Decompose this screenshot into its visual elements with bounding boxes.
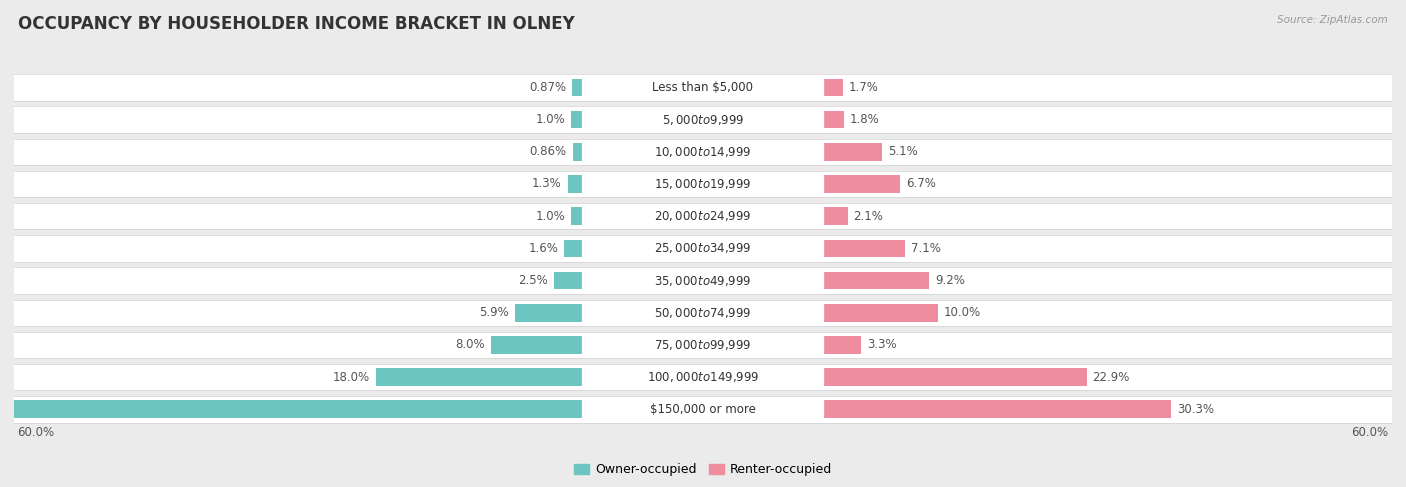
Text: $20,000 to $24,999: $20,000 to $24,999: [654, 209, 752, 223]
Text: $15,000 to $19,999: $15,000 to $19,999: [654, 177, 752, 191]
Text: 1.3%: 1.3%: [531, 177, 562, 190]
Text: 30.3%: 30.3%: [1177, 403, 1215, 416]
Bar: [14, 332, 1392, 358]
Text: 3.3%: 3.3%: [868, 338, 897, 352]
Bar: [14, 106, 1392, 133]
Text: 2.5%: 2.5%: [519, 274, 548, 287]
Bar: [14, 300, 1392, 326]
Bar: [568, 175, 582, 193]
Bar: [824, 143, 882, 161]
Text: $75,000 to $99,999: $75,000 to $99,999: [654, 338, 752, 352]
Text: $25,000 to $34,999: $25,000 to $34,999: [654, 242, 752, 255]
Text: 6.7%: 6.7%: [907, 177, 936, 190]
Bar: [572, 78, 582, 96]
Text: 1.0%: 1.0%: [536, 113, 565, 126]
Text: 8.0%: 8.0%: [456, 338, 485, 352]
Bar: [14, 235, 1392, 262]
Bar: [824, 336, 862, 354]
Bar: [824, 400, 1171, 418]
Text: 10.0%: 10.0%: [945, 306, 981, 319]
Text: $35,000 to $49,999: $35,000 to $49,999: [654, 274, 752, 287]
FancyBboxPatch shape: [582, 206, 824, 226]
FancyBboxPatch shape: [582, 141, 824, 162]
Text: 2.1%: 2.1%: [853, 210, 883, 223]
Text: $100,000 to $149,999: $100,000 to $149,999: [647, 370, 759, 384]
Bar: [14, 267, 1392, 294]
Text: 5.9%: 5.9%: [479, 306, 509, 319]
Text: 18.0%: 18.0%: [333, 371, 370, 384]
Bar: [824, 368, 1087, 386]
Text: OCCUPANCY BY HOUSEHOLDER INCOME BRACKET IN OLNEY: OCCUPANCY BY HOUSEHOLDER INCOME BRACKET …: [18, 15, 575, 33]
Text: $10,000 to $14,999: $10,000 to $14,999: [654, 145, 752, 159]
FancyBboxPatch shape: [582, 335, 824, 356]
Bar: [571, 111, 582, 129]
Bar: [554, 272, 582, 289]
Text: 5.1%: 5.1%: [887, 145, 918, 158]
Bar: [491, 336, 582, 354]
Text: 1.0%: 1.0%: [536, 210, 565, 223]
Bar: [824, 272, 929, 289]
Text: 60.0%: 60.0%: [17, 426, 55, 439]
Text: 60.0%: 60.0%: [1351, 426, 1389, 439]
Bar: [14, 74, 1392, 101]
Bar: [14, 139, 1392, 165]
Bar: [14, 396, 1392, 423]
Text: 7.1%: 7.1%: [911, 242, 941, 255]
Bar: [515, 304, 582, 321]
Text: Less than $5,000: Less than $5,000: [652, 81, 754, 94]
FancyBboxPatch shape: [582, 302, 824, 323]
Text: 1.7%: 1.7%: [849, 81, 879, 94]
Bar: [375, 368, 582, 386]
Bar: [14, 203, 1392, 229]
Text: 22.9%: 22.9%: [1092, 371, 1129, 384]
Bar: [14, 171, 1392, 197]
Text: 9.2%: 9.2%: [935, 274, 965, 287]
Text: $50,000 to $74,999: $50,000 to $74,999: [654, 306, 752, 320]
FancyBboxPatch shape: [582, 367, 824, 388]
FancyBboxPatch shape: [582, 238, 824, 259]
FancyBboxPatch shape: [582, 109, 824, 130]
Bar: [564, 240, 582, 257]
Text: 0.87%: 0.87%: [530, 81, 567, 94]
Bar: [14, 364, 1392, 391]
Bar: [572, 143, 582, 161]
Bar: [824, 304, 938, 321]
Bar: [824, 240, 905, 257]
Text: $5,000 to $9,999: $5,000 to $9,999: [662, 112, 744, 127]
FancyBboxPatch shape: [582, 270, 824, 291]
FancyBboxPatch shape: [582, 173, 824, 194]
FancyBboxPatch shape: [582, 77, 824, 98]
Bar: [824, 111, 844, 129]
Bar: [824, 207, 848, 225]
Bar: [0, 400, 582, 418]
FancyBboxPatch shape: [582, 399, 824, 420]
Bar: [571, 207, 582, 225]
Bar: [824, 78, 844, 96]
Text: Source: ZipAtlas.com: Source: ZipAtlas.com: [1277, 15, 1388, 25]
Text: 1.6%: 1.6%: [529, 242, 558, 255]
Text: 0.86%: 0.86%: [530, 145, 567, 158]
Text: 1.8%: 1.8%: [851, 113, 880, 126]
Bar: [824, 175, 900, 193]
Text: $150,000 or more: $150,000 or more: [650, 403, 756, 416]
Legend: Owner-occupied, Renter-occupied: Owner-occupied, Renter-occupied: [568, 458, 838, 482]
